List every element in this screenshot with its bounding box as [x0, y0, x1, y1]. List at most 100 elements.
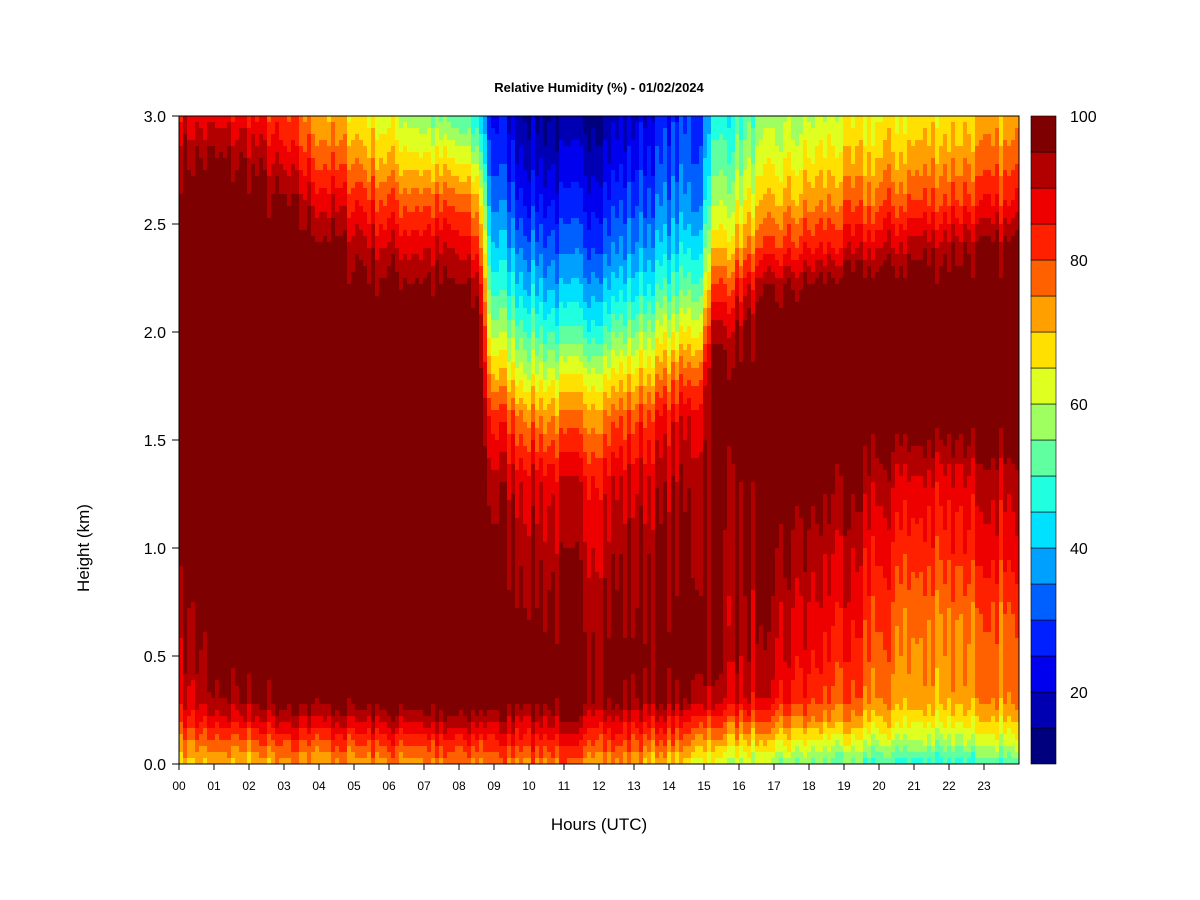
heatmap-cell	[355, 266, 360, 273]
heatmap-cell	[247, 638, 252, 645]
heatmap-cell	[247, 380, 252, 387]
heatmap-cell	[355, 578, 360, 585]
heatmap-cell	[283, 116, 288, 123]
heatmap-cell	[335, 194, 340, 201]
heatmap-cell	[199, 392, 204, 399]
heatmap-cell	[311, 452, 316, 459]
heatmap-cell	[271, 686, 276, 693]
heatmap-cell	[311, 674, 316, 681]
heatmap-cell	[203, 368, 208, 375]
heatmap-cell	[235, 422, 240, 429]
heatmap-cell	[179, 116, 184, 123]
heatmap-cell	[359, 566, 364, 573]
heatmap-cell	[303, 656, 308, 663]
heatmap-cell	[183, 158, 188, 165]
heatmap-cell	[359, 338, 364, 345]
heatmap-cell	[247, 188, 252, 195]
heatmap-cell	[283, 506, 288, 513]
heatmap-cell	[291, 314, 296, 321]
heatmap-cell	[359, 242, 364, 249]
heatmap-cell	[291, 626, 296, 633]
heatmap-cell	[207, 494, 212, 501]
heatmap-cell	[359, 134, 364, 141]
heatmap-cell	[279, 362, 284, 369]
heatmap-cell	[199, 266, 204, 273]
heatmap-cell	[315, 188, 320, 195]
heatmap-cell	[283, 206, 288, 213]
heatmap-cell	[299, 230, 304, 237]
heatmap-cell	[255, 530, 260, 537]
heatmap-cell	[223, 218, 228, 225]
heatmap-cell	[251, 206, 256, 213]
heatmap-cell	[343, 296, 348, 303]
heatmap-cell	[191, 164, 196, 171]
heatmap-cell	[263, 116, 268, 123]
heatmap-cell	[319, 362, 324, 369]
heatmap-cell	[195, 698, 200, 705]
heatmap-cell	[183, 506, 188, 513]
heatmap-cell	[267, 722, 272, 729]
heatmap-cell	[327, 230, 332, 237]
heatmap-cell	[203, 230, 208, 237]
heatmap-cell	[239, 452, 244, 459]
heatmap-cell	[347, 680, 352, 687]
heatmap-cell	[263, 266, 268, 273]
heatmap-cell	[203, 584, 208, 591]
heatmap-cell	[199, 272, 204, 279]
heatmap-cell	[195, 578, 200, 585]
heatmap-cell	[287, 398, 292, 405]
heatmap-cell	[259, 572, 264, 579]
heatmap-cell	[287, 602, 292, 609]
heatmap-cell	[251, 158, 256, 165]
heatmap-cell	[187, 512, 192, 519]
heatmap-cell	[355, 650, 360, 657]
heatmap-cell	[351, 680, 356, 687]
heatmap-cell	[179, 158, 184, 165]
heatmap-cell	[283, 614, 288, 621]
heatmap-cell	[207, 362, 212, 369]
heatmap-cell	[251, 242, 256, 249]
heatmap-cell	[363, 230, 368, 237]
heatmap-cell	[287, 734, 292, 741]
heatmap-cell	[359, 410, 364, 417]
heatmap-cell	[335, 512, 340, 519]
heatmap-cell	[255, 140, 260, 147]
heatmap-cell	[327, 344, 332, 351]
heatmap-cell	[355, 584, 360, 591]
heatmap-cell	[347, 530, 352, 537]
heatmap-cell	[195, 644, 200, 651]
heatmap-cell	[235, 644, 240, 651]
heatmap-cell	[243, 590, 248, 597]
heatmap-cell	[255, 266, 260, 273]
heatmap-cell	[191, 452, 196, 459]
heatmap-cell	[347, 596, 352, 603]
heatmap-cell	[319, 320, 324, 327]
heatmap-cell	[243, 746, 248, 753]
heatmap-cell	[211, 692, 216, 699]
heatmap-cell	[239, 566, 244, 573]
heatmap-cell	[319, 524, 324, 531]
heatmap-cell	[259, 206, 264, 213]
heatmap-cell	[351, 212, 356, 219]
heatmap-cell	[231, 338, 236, 345]
heatmap-cell	[311, 176, 316, 183]
heatmap-cell	[247, 464, 252, 471]
heatmap-cell	[195, 290, 200, 297]
heatmap-cell	[207, 194, 212, 201]
heatmap-cell	[319, 140, 324, 147]
heatmap-cell	[355, 656, 360, 663]
heatmap-cell	[295, 158, 300, 165]
heatmap-cell	[323, 392, 328, 399]
heatmap-cell	[311, 374, 316, 381]
heatmap-cell	[187, 710, 192, 717]
heatmap-cell	[287, 236, 292, 243]
heatmap-cell	[303, 518, 308, 525]
heatmap-cell	[299, 632, 304, 639]
heatmap-cell	[299, 386, 304, 393]
heatmap-cell	[211, 656, 216, 663]
heatmap-cell	[187, 266, 192, 273]
heatmap-cell	[231, 506, 236, 513]
heatmap-cell	[239, 518, 244, 525]
heatmap-cell	[347, 194, 352, 201]
heatmap-cell	[243, 734, 248, 741]
